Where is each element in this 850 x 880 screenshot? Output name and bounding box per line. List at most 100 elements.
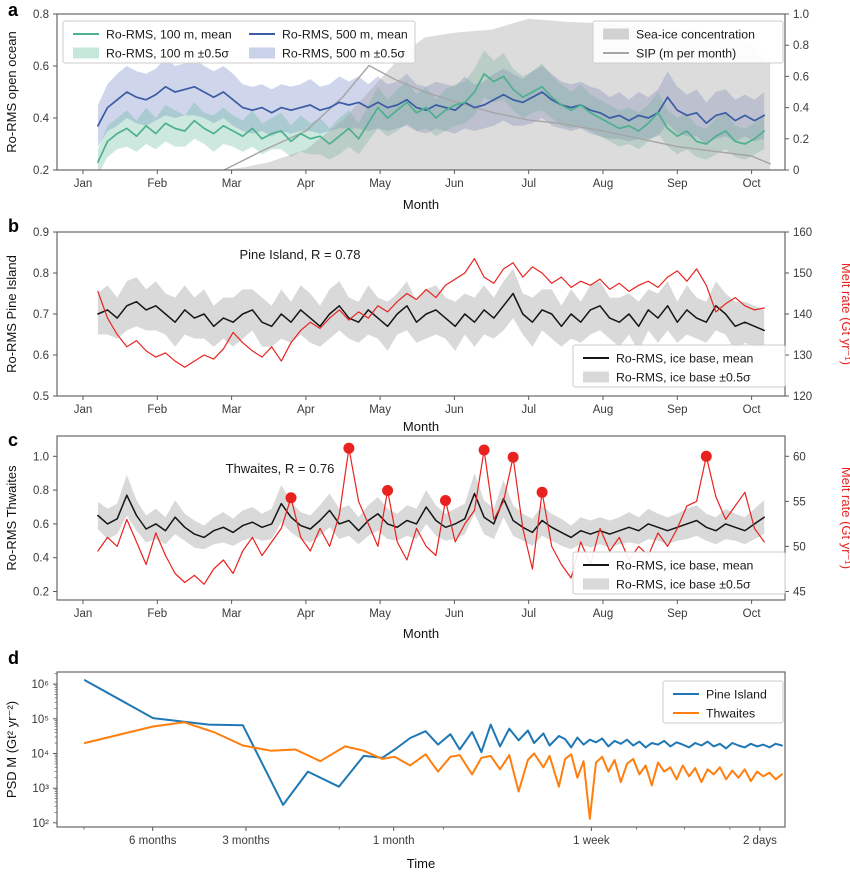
tick-label: Oct: [743, 178, 762, 190]
tick-label: Jan: [74, 404, 93, 416]
legend-box: [592, 20, 784, 64]
tick-label: Aug: [593, 404, 613, 416]
tick-label: 130: [793, 350, 812, 362]
legend-label: Ro-RMS, ice base ±0.5σ: [616, 577, 751, 591]
melt-event-dots: [440, 495, 451, 506]
tick-label: 150: [793, 268, 812, 280]
tick-label: Apr: [297, 404, 315, 416]
legend-box: [62, 20, 416, 64]
y-axis-label-right: Melt rate (Gt yr⁻¹): [839, 263, 850, 365]
psd-pine-island: [83, 679, 783, 806]
legend-label: Ro-RMS, 100 m ±0.5σ: [106, 46, 229, 60]
plot-box: [56, 13, 786, 171]
tick-label: Sep: [667, 178, 687, 190]
ro-rms-100m-mean: [97, 72, 766, 164]
y-axis-label-right: Melt rate (Gt yr⁻¹): [839, 467, 850, 569]
tick-label: 0.2: [33, 165, 49, 177]
legend-swatch-fill: [73, 47, 99, 59]
legend-label: Pine Island: [706, 687, 767, 701]
ro-rms-500m-band: [97, 58, 765, 147]
melt-event-dots: [285, 492, 297, 504]
melt-event-dots: [382, 485, 394, 496]
panel-label-a: a: [8, 0, 19, 20]
x-axis-label: Time: [407, 856, 435, 871]
tick-label: Sep: [667, 404, 687, 416]
x-axis: Jan Feb Mar Apr May Jun Jul Aug Sep Oct: [74, 600, 762, 620]
tick-label: 0.2: [33, 587, 49, 599]
legend-box: [572, 551, 786, 595]
tick-label: Mar: [222, 404, 242, 416]
legend: Pine Island Thwaites: [662, 680, 784, 724]
tick-label: 0.6: [33, 350, 49, 362]
melt-event-dots: [536, 486, 548, 498]
tick-label: Apr: [297, 608, 315, 620]
y-axis-right: 120 130 140 150 160: [785, 227, 812, 403]
ro-rms-ice-base-mean: [97, 492, 765, 539]
tick-label: 6 months: [129, 835, 177, 847]
tick-label: Feb: [147, 608, 167, 620]
tick-label: Jul: [521, 178, 536, 190]
legend-label: Ro-RMS, 500 m ±0.5σ: [282, 46, 405, 60]
tick-label: Mar: [222, 178, 242, 190]
legend: Ro-RMS, 100 m, mean Ro-RMS, 100 m ±0.5σ Ro…: [62, 20, 416, 64]
legend-swatch-fill: [603, 28, 629, 40]
panel-label-b: b: [8, 216, 19, 236]
tick-label: 1.0: [793, 9, 809, 21]
tick-label: 0.7: [33, 309, 49, 321]
ro-rms-ice-base-band: [97, 268, 765, 351]
tick-label: 10²: [32, 818, 49, 830]
legend: Sea-ice concentration SIP (m per month): [592, 20, 784, 64]
y-axis-right: 45 50 55 60: [785, 451, 806, 599]
tick-label: Jan: [74, 608, 93, 620]
y-axis-label-left: Ro-RMS Thwaites: [4, 465, 19, 571]
panel-label-d: d: [8, 648, 19, 668]
tick-label: 45: [793, 587, 806, 599]
legend: Ro-RMS, ice base, mean Ro-RMS, ice base ±…: [572, 551, 786, 595]
tick-label: 10⁶: [31, 679, 49, 691]
tick-label: Jul: [521, 608, 536, 620]
tick-label: 0.6: [793, 71, 809, 83]
legend-label: Ro-RMS, 100 m, mean: [106, 27, 232, 41]
tick-label: 0.4: [33, 553, 50, 565]
legend-swatch-fill: [249, 47, 275, 59]
tick-label: Feb: [147, 404, 167, 416]
legend-box: [572, 344, 786, 388]
ro-rms-ice-base-band: [97, 473, 765, 550]
tick-label: 120: [793, 391, 812, 403]
tick-label: 0: [793, 165, 799, 177]
melt-event-dots: [343, 442, 355, 454]
tick-label: Aug: [593, 178, 613, 190]
y-axis-left: 0.2 0.4 0.6 0.8 1.0: [33, 451, 57, 599]
tick-label: 55: [793, 496, 806, 508]
ro-rms-500m-mean: [97, 85, 766, 127]
tick-label: 0.8: [33, 9, 49, 21]
sip-line: [223, 64, 771, 170]
tick-label: Feb: [147, 178, 167, 190]
tick-label: May: [369, 404, 391, 416]
tick-label: 0.8: [33, 268, 49, 280]
tick-label: 1 month: [373, 835, 415, 847]
ro-rms-ice-base-mean: [97, 292, 765, 332]
tick-label: 160: [793, 227, 812, 239]
panel-title: Thwaites, R = 0.76: [226, 461, 335, 476]
tick-label: Oct: [743, 608, 762, 620]
tick-label: Aug: [593, 608, 613, 620]
legend: Ro-RMS, ice base, mean Ro-RMS, ice base ±…: [572, 344, 786, 388]
tick-label: 1.0: [33, 451, 49, 463]
x-axis: Jan Feb Mar Apr May Jun Jul Aug Sep Oct: [74, 170, 762, 190]
tick-label: Apr: [297, 178, 315, 190]
legend-label: Ro-RMS, ice base, mean: [616, 351, 754, 365]
tick-label: 60: [793, 451, 806, 463]
tick-label: Jun: [445, 178, 464, 190]
y-axis-left: 0.2 0.4 0.6 0.8: [33, 9, 57, 177]
tick-label: 0.4: [793, 103, 810, 115]
tick-label: 0.5: [33, 391, 49, 403]
tick-label: Jun: [445, 608, 464, 620]
tick-label: 0.6: [33, 61, 49, 73]
melt-event-dots: [507, 451, 519, 463]
legend-label: Thwaites: [706, 706, 755, 720]
tick-label: 2 days: [743, 835, 777, 847]
x-axis-label: Month: [403, 626, 439, 641]
legend-label: Sea-ice concentration: [636, 27, 755, 41]
